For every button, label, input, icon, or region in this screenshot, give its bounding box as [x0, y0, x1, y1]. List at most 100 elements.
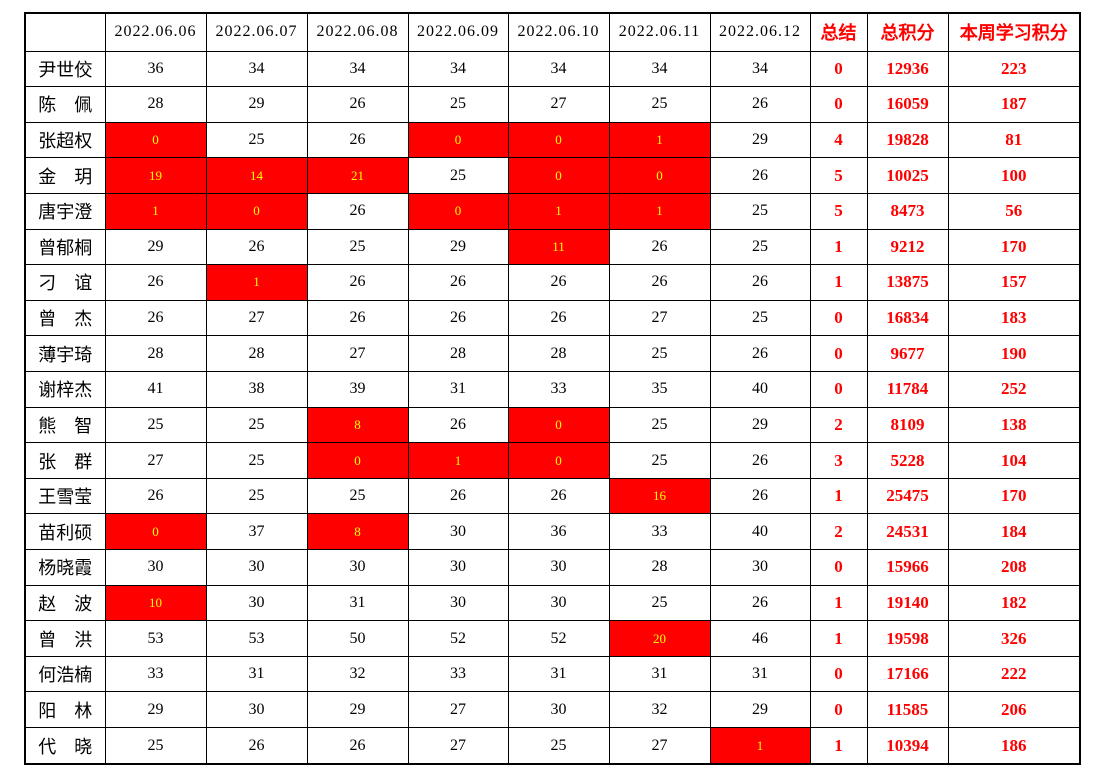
table-row: 苗利硕 0 37 8 30 36 33 40 2 24531 184 [24, 513, 1081, 551]
week-points-cell: 157 [947, 264, 1081, 301]
score-cell: 26 [608, 264, 711, 301]
score-cell: 1 [608, 121, 711, 159]
score-cell: 30 [104, 549, 207, 586]
table-header: 2022.06.06 2022.06.07 2022.06.08 2022.06.09… [24, 12, 1081, 52]
score-cell: 25 [608, 584, 711, 622]
score-cell: 25 [205, 121, 308, 159]
student-name: 陈 佩 [24, 86, 106, 123]
total-points-cell: 12936 [866, 50, 949, 88]
score-cell: 26 [709, 477, 811, 515]
score-cell: 30 [407, 513, 509, 551]
student-name: 曾郁桐 [24, 228, 106, 266]
summary-cell: 0 [809, 549, 868, 586]
student-name: 曾 洪 [24, 620, 106, 657]
total-points-cell: 19598 [866, 620, 949, 657]
summary-cell: 5 [809, 157, 868, 194]
summary-cell: 1 [809, 228, 868, 266]
score-cell: 34 [507, 50, 610, 88]
score-cell: 29 [104, 228, 207, 266]
table-row: 曾 杰 26 27 26 26 26 27 25 0 16834 183 [24, 299, 1081, 337]
score-cell: 25 [608, 406, 711, 444]
date-header-4: 2022.06.10 [507, 12, 610, 52]
score-cell: 33 [407, 655, 509, 693]
summary-cell: 1 [809, 264, 868, 301]
score-cell: 33 [104, 655, 207, 693]
score-cell: 28 [205, 335, 308, 372]
score-cell: 0 [507, 442, 610, 479]
score-cell: 27 [306, 335, 409, 372]
score-cell: 1 [507, 192, 610, 230]
student-name: 阳 林 [24, 691, 106, 729]
week-points-cell: 182 [947, 584, 1081, 622]
score-cell: 32 [608, 691, 711, 729]
score-cell: 25 [407, 86, 509, 123]
score-cell: 25 [205, 442, 308, 479]
score-cell: 29 [104, 691, 207, 729]
score-cell: 34 [306, 50, 409, 88]
score-cell: 25 [205, 406, 308, 444]
score-cell: 37 [205, 513, 308, 551]
score-cell: 0 [608, 157, 711, 194]
score-cell: 26 [507, 299, 610, 337]
score-cell: 25 [608, 442, 711, 479]
score-cell: 40 [709, 370, 811, 408]
score-cell: 26 [306, 727, 409, 765]
score-cell: 30 [407, 584, 509, 622]
total-points-cell: 15966 [866, 549, 949, 586]
score-cell: 26 [709, 264, 811, 301]
summary-cell: 2 [809, 406, 868, 444]
student-name: 金 玥 [24, 157, 106, 194]
score-cell: 25 [709, 299, 811, 337]
score-cell: 34 [709, 50, 811, 88]
summary-cell: 1 [809, 727, 868, 765]
score-cell: 52 [407, 620, 509, 657]
summary-header-1: 总积分 [866, 12, 949, 52]
table-row: 阳 林 29 30 29 27 30 32 29 0 11585 206 [24, 691, 1081, 729]
score-cell: 8 [306, 513, 409, 551]
total-points-cell: 8109 [866, 406, 949, 444]
score-cell: 29 [407, 228, 509, 266]
table-row: 曾郁桐 29 26 25 29 11 26 25 1 9212 170 [24, 228, 1081, 266]
summary-cell: 0 [809, 370, 868, 408]
date-header-5: 2022.06.11 [608, 12, 711, 52]
score-cell: 40 [709, 513, 811, 551]
score-cell: 26 [407, 264, 509, 301]
table-row: 熊 智 25 25 8 26 0 25 29 2 8109 138 [24, 406, 1081, 444]
score-cell: 8 [306, 406, 409, 444]
week-points-cell: 223 [947, 50, 1081, 88]
week-points-cell: 186 [947, 727, 1081, 765]
score-cell: 11 [507, 228, 610, 266]
score-cell: 27 [407, 727, 509, 765]
student-name: 王雪莹 [24, 477, 106, 515]
score-cell: 28 [507, 335, 610, 372]
score-cell: 25 [205, 477, 308, 515]
student-name: 谢梓杰 [24, 370, 106, 408]
student-name: 杨晓霞 [24, 549, 106, 586]
date-header-3: 2022.06.09 [407, 12, 509, 52]
week-points-cell: 170 [947, 228, 1081, 266]
total-points-cell: 16059 [866, 86, 949, 123]
score-cell: 14 [205, 157, 308, 194]
week-points-cell: 190 [947, 335, 1081, 372]
score-cell: 32 [306, 655, 409, 693]
table-row: 薄宇琦 28 28 27 28 28 25 26 0 9677 190 [24, 335, 1081, 372]
table-row: 刁 谊 26 1 26 26 26 26 26 1 13875 157 [24, 264, 1081, 301]
score-cell: 26 [205, 228, 308, 266]
score-cell: 39 [306, 370, 409, 408]
student-name: 尹世佼 [24, 50, 106, 88]
score-cell: 25 [306, 228, 409, 266]
summary-cell: 2 [809, 513, 868, 551]
table-row: 陈 佩 28 29 26 25 27 25 26 0 16059 187 [24, 86, 1081, 123]
score-cell: 26 [104, 299, 207, 337]
total-points-cell: 19828 [866, 121, 949, 159]
table-row: 唐宇澄 1 0 26 0 1 1 25 5 8473 56 [24, 192, 1081, 230]
total-points-cell: 5228 [866, 442, 949, 479]
score-cell: 26 [507, 264, 610, 301]
student-name: 熊 智 [24, 406, 106, 444]
score-cell: 25 [306, 477, 409, 515]
table-row: 何浩楠 33 31 32 33 31 31 31 0 17166 222 [24, 655, 1081, 693]
student-name: 曾 杰 [24, 299, 106, 337]
week-points-cell: 187 [947, 86, 1081, 123]
table-row: 张超权 0 25 26 0 0 1 29 4 19828 81 [24, 121, 1081, 159]
score-cell: 53 [104, 620, 207, 657]
